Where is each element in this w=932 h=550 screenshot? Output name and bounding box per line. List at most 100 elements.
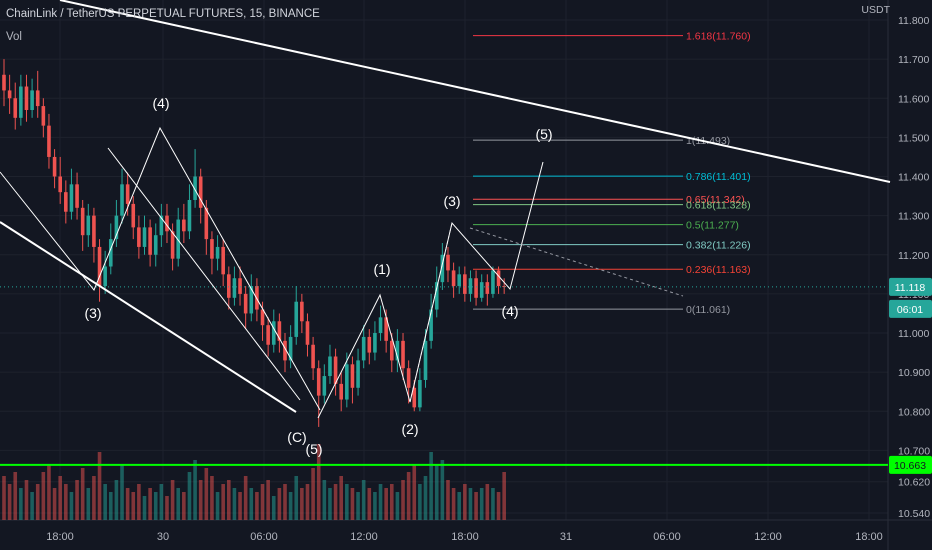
volume-bar: [429, 452, 433, 520]
candle-body: [440, 254, 445, 283]
volume-bar: [373, 492, 377, 520]
candle-body: [204, 207, 209, 240]
candle-body: [35, 90, 40, 107]
volume-bar: [125, 488, 130, 520]
volume-bar: [7, 484, 12, 520]
volume-bar: [378, 484, 383, 520]
volume-bar: [496, 492, 501, 520]
volume-bar: [502, 472, 506, 520]
candle-body: [198, 176, 203, 208]
candle-body: [19, 86, 23, 118]
candle-body: [479, 282, 484, 298]
candle-body: [446, 254, 450, 271]
candle-body: [153, 235, 158, 255]
volume-bar: [277, 488, 282, 520]
candle-body: [283, 340, 287, 361]
candle-body: [221, 246, 225, 275]
fib-level-label: 1.618(11.760): [686, 31, 751, 43]
candle-body: [491, 270, 495, 294]
wave-label: (3): [443, 193, 460, 209]
volume-bar: [446, 480, 450, 520]
x-tick-label: 18:00: [855, 531, 883, 543]
candle-body: [457, 274, 462, 287]
candle-body: [373, 333, 377, 353]
volume-bar: [479, 488, 484, 520]
volume-label[interactable]: Vol: [6, 31, 22, 43]
candle-body: [52, 156, 57, 177]
price-tag: [889, 455, 932, 474]
candle-body: [322, 376, 327, 396]
symbol-title[interactable]: ChainLink / TetherUS PERPETUAL FUTURES, …: [6, 8, 320, 20]
volume-bar: [434, 464, 439, 520]
volume-bar: [198, 480, 203, 520]
wave-label: (1): [373, 261, 390, 277]
x-tick-label: 12:00: [350, 531, 378, 543]
y-tick-label: 11.500: [898, 132, 929, 144]
volume-bar: [165, 496, 169, 520]
candle-body: [406, 368, 411, 388]
volume-bar: [294, 476, 299, 520]
candle-body: [266, 325, 270, 345]
volume-bar: [440, 460, 445, 520]
volume-bar: [75, 480, 79, 520]
candle-body: [389, 340, 394, 361]
candle-body: [125, 184, 130, 204]
candle-body: [131, 203, 136, 228]
candle-body: [210, 239, 214, 259]
volume-bar: [328, 488, 332, 520]
volume-bar: [249, 488, 254, 520]
candle-body: [316, 368, 321, 396]
candle-body: [300, 301, 304, 322]
fib-level-label: 0(11.061): [686, 304, 730, 316]
volume-bar: [316, 444, 321, 520]
candle-body: [47, 125, 51, 157]
y-tick-label: 11.200: [898, 250, 929, 262]
y-tick-label: 10.540: [898, 508, 930, 520]
wave-label: (5): [535, 126, 552, 142]
candle-body: [232, 278, 237, 298]
candle-body: [384, 317, 388, 341]
candle-body: [429, 309, 433, 341]
volume-bar: [468, 488, 473, 520]
volume-bar: [356, 492, 360, 520]
wave-label: (3): [84, 305, 101, 321]
trend-line: [59, 0, 891, 183]
volume-bar: [367, 488, 372, 520]
candle-body: [215, 246, 220, 259]
candle-body: [463, 274, 467, 294]
volume-bar: [176, 488, 181, 520]
volume-bar: [322, 480, 327, 520]
volume-bar: [187, 472, 192, 520]
y-tick-label: 10.700: [898, 445, 930, 457]
candle-body: [24, 86, 29, 110]
wave-label: (2): [401, 421, 418, 437]
volume-bar: [238, 492, 242, 520]
volume-bar: [401, 480, 405, 520]
candle-body: [64, 192, 68, 212]
y-tick-label: 10.620: [898, 477, 930, 489]
volume-bar: [345, 484, 349, 520]
volume-bar: [423, 476, 428, 520]
candle-body: [137, 227, 141, 247]
volume-bar: [170, 480, 175, 520]
x-tick-label: 18:00: [451, 531, 479, 543]
x-tick-label: 06:00: [653, 531, 681, 543]
volume-bar: [389, 484, 394, 520]
candle-body: [485, 282, 490, 294]
x-tick-label: 31: [560, 531, 572, 543]
candle-body: [361, 336, 366, 361]
volume-bar: [58, 476, 62, 520]
candle-body: [339, 383, 343, 400]
candle-body: [305, 321, 310, 345]
volume-bar: [221, 484, 225, 520]
volume-bar: [64, 484, 68, 520]
candle-body: [423, 340, 428, 380]
volume-bar: [24, 480, 29, 520]
volume-bar: [288, 492, 293, 520]
fib-level-label: 0.236(11.163): [686, 264, 751, 276]
candle-body: [367, 336, 372, 353]
volume-bar: [210, 476, 214, 520]
volume-bar: [13, 472, 18, 520]
x-tick-label: 12:00: [754, 531, 782, 543]
